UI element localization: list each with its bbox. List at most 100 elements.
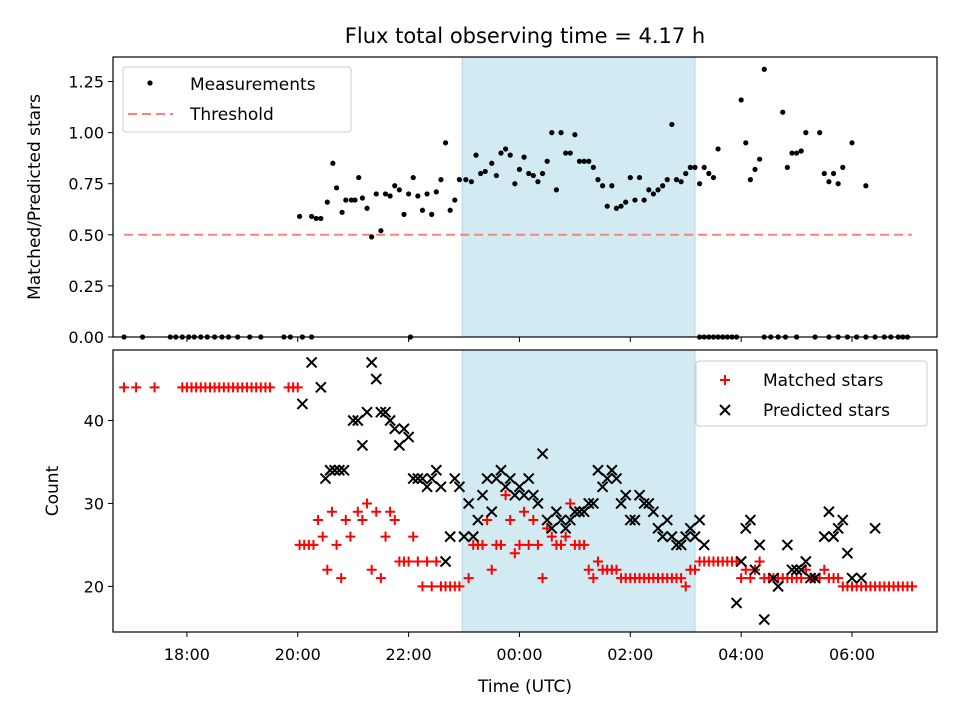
measurement-point <box>664 177 670 183</box>
legend: Matched stars Predicted stars <box>695 360 928 427</box>
matched-point <box>336 573 347 584</box>
measurement-point <box>512 181 518 187</box>
matched-point <box>340 515 351 526</box>
predicted-point <box>499 481 512 493</box>
predicted-point <box>573 506 586 518</box>
y-tick-label: 0.25 <box>68 277 104 296</box>
matched-point <box>500 490 511 501</box>
predicted-point <box>619 489 632 501</box>
predicted-point <box>846 572 858 584</box>
measurement-point <box>627 174 633 181</box>
measurement-point <box>849 140 855 146</box>
measurement-point <box>618 203 624 209</box>
predicted-point <box>509 489 521 501</box>
predicted-point <box>518 489 530 501</box>
measurement-point <box>549 130 555 136</box>
measurement-point <box>297 213 303 220</box>
measurement-point <box>373 191 379 197</box>
predicted-point <box>481 472 493 485</box>
matched-point <box>736 573 747 584</box>
measurement-point <box>309 213 315 220</box>
matched-point <box>579 539 590 550</box>
measurement-point <box>609 183 615 189</box>
legend-label-predicted: Predicted stars <box>763 401 890 421</box>
predicted-point <box>541 514 553 526</box>
predicted-point <box>735 555 747 568</box>
predicted-point <box>592 464 604 476</box>
measurement-point <box>803 130 809 136</box>
matched-point <box>833 573 844 584</box>
y-tick-label: 40 <box>84 412 104 431</box>
measurement-point <box>382 191 389 197</box>
measurement-point <box>419 207 426 213</box>
y-tick-label: 30 <box>84 494 104 513</box>
matched-point <box>560 531 571 542</box>
predicted-point <box>389 423 401 435</box>
measurement-point <box>526 170 532 177</box>
measurement-point <box>780 109 786 115</box>
predicted-point <box>753 539 766 551</box>
measurement-point <box>572 132 578 138</box>
y-axis-label: Count <box>43 465 63 516</box>
predicted-point <box>393 439 406 452</box>
predicted-point <box>430 464 443 476</box>
predicted-point <box>832 522 844 535</box>
predicted-point <box>472 514 484 526</box>
predicted-point <box>439 555 452 568</box>
y-tick-label: 0.50 <box>68 226 104 245</box>
matched-point <box>454 581 465 592</box>
predicted-point <box>684 522 697 535</box>
predicted-point <box>693 514 706 526</box>
matched-point <box>592 556 603 567</box>
predicted-point <box>643 497 655 510</box>
predicted-point <box>786 564 798 576</box>
bottom-panel: 20 30 40 18:00 20:00 22:00 00:00 02:00 04:00 06:0… <box>43 349 938 664</box>
legend-marker-predicted <box>719 404 731 416</box>
measurement-point <box>710 174 717 181</box>
measurement-point <box>567 150 573 156</box>
measurement-point <box>835 181 841 187</box>
measurement-point <box>696 181 703 187</box>
matched-point <box>385 506 396 517</box>
matched-point <box>322 564 333 575</box>
x-tick-label: 04:00 <box>718 645 764 664</box>
measurement-point <box>539 170 546 177</box>
measurement-point <box>715 146 721 152</box>
matched-point <box>308 539 319 550</box>
measurement-point <box>830 170 837 177</box>
predicted-point <box>656 530 669 543</box>
predicted-point <box>818 530 831 543</box>
matched-point <box>556 539 567 550</box>
matched-point <box>375 573 386 584</box>
predicted-point <box>550 506 563 518</box>
predicted-point <box>615 497 627 510</box>
predicted-point <box>402 431 415 443</box>
measurement-point <box>623 199 629 205</box>
predicted-point <box>596 481 609 493</box>
matched-point <box>326 506 337 517</box>
predicted-point <box>375 406 387 418</box>
measurement-point <box>757 156 763 162</box>
predicted-point <box>629 514 641 526</box>
predicted-point <box>744 514 757 526</box>
matched-point <box>546 531 557 542</box>
measurement-point <box>521 154 527 160</box>
predicted-point <box>661 514 673 526</box>
measurement-point <box>429 211 435 217</box>
measurement-point <box>313 215 319 222</box>
measurement-point <box>468 179 475 185</box>
matched-point <box>583 564 594 575</box>
measurement-point <box>442 140 449 146</box>
measurement-point <box>493 172 499 179</box>
predicted-point <box>827 530 840 543</box>
chart-title: Flux total observing time = 4.17 h <box>345 24 705 48</box>
predicted-point <box>467 530 479 543</box>
measurement-point <box>636 174 643 181</box>
measurement-point <box>424 191 430 197</box>
predicted-point <box>841 547 854 559</box>
measurement-point <box>516 166 523 173</box>
measurement-point <box>507 152 513 158</box>
predicted-point <box>772 580 784 593</box>
measurement-point <box>378 228 384 234</box>
x-tick-label: 02:00 <box>607 645 653 664</box>
